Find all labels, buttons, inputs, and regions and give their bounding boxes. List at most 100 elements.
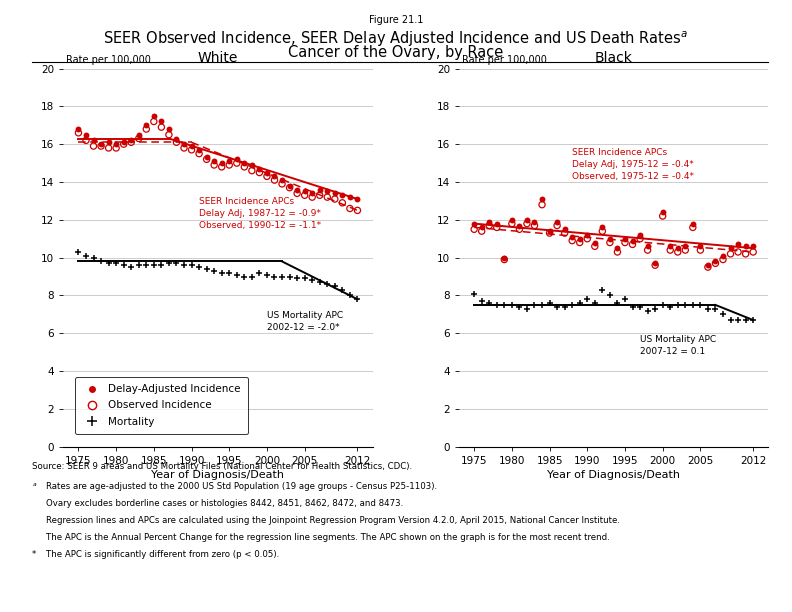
Text: SEER Incidence APCs
Delay Adj, 1975-12 = -0.4*
Observed, 1975-12 = -0.4*: SEER Incidence APCs Delay Adj, 1975-12 =…: [572, 148, 695, 181]
Point: [110, 140, 123, 149]
Point: [505, 215, 518, 225]
Point: [329, 188, 341, 198]
Point: [724, 315, 737, 325]
Point: [306, 275, 318, 285]
Point: [336, 190, 348, 200]
Point: [87, 253, 100, 263]
Point: [694, 241, 706, 251]
Point: [284, 272, 296, 282]
Point: [95, 140, 108, 149]
Point: [642, 245, 654, 255]
Point: [709, 304, 722, 313]
Point: [268, 175, 281, 185]
Text: Figure 21.1: Figure 21.1: [369, 15, 423, 25]
Point: [329, 194, 341, 204]
Point: [573, 237, 586, 247]
Point: [95, 141, 108, 151]
Point: [253, 268, 266, 278]
Point: [95, 256, 108, 266]
Point: [513, 302, 526, 312]
X-axis label: Year of Diagnosis/Death: Year of Diagnosis/Death: [151, 470, 284, 480]
Point: [284, 181, 296, 191]
Point: [657, 300, 669, 310]
Point: [611, 298, 624, 308]
Point: [588, 237, 601, 247]
Point: [702, 304, 714, 313]
Point: [238, 162, 250, 172]
Point: [483, 217, 496, 226]
Text: Ovary excludes borderline cases or histologies 8442, 8451, 8462, 8472, and 8473.: Ovary excludes borderline cases or histo…: [46, 499, 403, 508]
Point: [483, 298, 496, 308]
Point: [543, 228, 556, 238]
Point: [306, 192, 318, 202]
Point: [717, 251, 729, 261]
Point: [634, 302, 646, 312]
Point: [117, 260, 130, 270]
Text: US Mortality APC
2007-12 = 0.1: US Mortality APC 2007-12 = 0.1: [640, 335, 716, 356]
Point: [642, 306, 654, 316]
Point: [321, 279, 333, 289]
Point: [657, 207, 669, 217]
Point: [513, 225, 526, 234]
Point: [208, 266, 220, 276]
Point: [336, 285, 348, 295]
Point: [246, 166, 258, 176]
Point: [291, 188, 303, 198]
Point: [314, 185, 326, 195]
Point: [468, 225, 481, 234]
Point: [483, 220, 496, 230]
Text: Rate per 100,000: Rate per 100,000: [463, 54, 547, 65]
Text: Source: SEER 9 areas and US Mortality Files (National Center for Health Statisti: Source: SEER 9 areas and US Mortality Fi…: [32, 462, 412, 471]
Point: [351, 206, 364, 215]
Point: [132, 133, 145, 143]
Point: [732, 239, 744, 249]
Point: [649, 260, 661, 270]
Point: [261, 270, 273, 280]
Point: [619, 234, 631, 244]
Point: [687, 218, 699, 228]
Point: [550, 220, 563, 230]
Point: [535, 194, 548, 204]
Point: [306, 188, 318, 198]
Point: [200, 152, 213, 162]
Point: [588, 298, 601, 308]
Point: [528, 220, 541, 230]
Point: [505, 218, 518, 228]
Point: [177, 260, 190, 270]
Point: [162, 124, 175, 134]
Point: [687, 223, 699, 233]
Text: *: *: [32, 550, 36, 559]
Point: [117, 140, 130, 149]
Point: [649, 304, 661, 313]
Point: [649, 258, 661, 268]
Point: [132, 260, 145, 270]
Point: [468, 218, 481, 228]
Point: [351, 294, 364, 304]
Point: [619, 294, 631, 304]
Point: [528, 217, 541, 226]
Point: [626, 302, 639, 312]
Point: [558, 225, 571, 234]
Point: [117, 138, 130, 147]
Point: [299, 274, 311, 283]
Point: [498, 255, 511, 264]
Point: [321, 187, 333, 196]
Point: [520, 304, 533, 313]
Point: [351, 194, 364, 204]
Legend: Delay-Adjusted Incidence, Observed Incidence, Mortality: Delay-Adjusted Incidence, Observed Incid…: [74, 377, 248, 434]
Point: [565, 300, 578, 310]
Point: [147, 260, 160, 270]
Point: [155, 117, 168, 127]
Point: [291, 274, 303, 283]
Point: [155, 122, 168, 132]
Point: [344, 192, 356, 202]
Point: [490, 223, 503, 233]
Point: [468, 289, 481, 299]
Point: [87, 141, 100, 151]
Point: [679, 245, 691, 255]
Point: [694, 245, 706, 255]
Point: [238, 272, 250, 282]
Point: [573, 234, 586, 244]
Point: [475, 296, 488, 306]
Point: [192, 262, 205, 272]
